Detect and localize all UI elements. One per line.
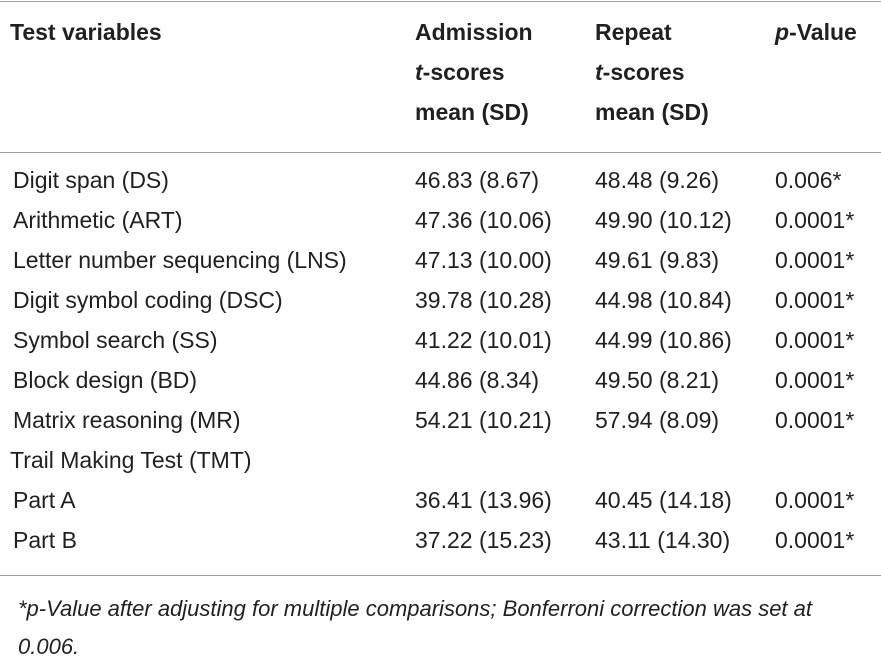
header-text: mean (SD) <box>415 99 529 125</box>
row-label: Matrix reasoning (MR) <box>13 407 241 433</box>
header-cell: Repeat <box>595 12 672 52</box>
cell-value: 44.99 (10.86) <box>595 327 732 353</box>
header-text: Test variables <box>10 19 162 45</box>
bottom-rule <box>0 575 881 576</box>
cell-value: 57.94 (8.09) <box>595 407 720 433</box>
cell-value: 37.22 (15.23) <box>415 527 552 553</box>
header-text: -scores <box>602 59 685 85</box>
cell-value: 0.0001* <box>775 367 855 393</box>
cell-value: 43.11 (14.30) <box>595 527 731 553</box>
row-label: Digit symbol coding (DSC) <box>13 287 283 313</box>
cell-value: 47.36 (10.06) <box>415 207 552 233</box>
cell-value: 49.61 (9.83) <box>595 247 720 273</box>
cell-value: 54.21 (10.21) <box>415 407 552 433</box>
header-text: Repeat <box>595 19 672 45</box>
cell-value: 0.0001* <box>775 527 855 553</box>
header-text: -Value <box>789 19 857 45</box>
cell-value: 39.78 (10.28) <box>415 287 552 313</box>
header-cell: t-scores <box>415 52 505 92</box>
cell-value: 0.006* <box>775 167 842 193</box>
cell-value: 48.48 (9.26) <box>595 167 720 193</box>
cell-value: 0.0001* <box>775 207 855 233</box>
cell-value: 0.0001* <box>775 407 855 433</box>
row-label: Part A <box>13 487 76 513</box>
row-label: Block design (BD) <box>13 367 198 393</box>
header-text: -scores <box>422 59 505 85</box>
cell-value: 49.90 (10.12) <box>595 207 732 233</box>
row-label: Arithmetic (ART) <box>13 207 183 233</box>
cell-value: 44.98 (10.84) <box>595 287 732 313</box>
cell-value: 47.13 (10.00) <box>415 247 552 273</box>
cell-value: 0.0001* <box>775 327 855 353</box>
header-cell: t-scores <box>595 52 685 92</box>
row-label: Digit span (DS) <box>13 167 169 193</box>
cell-value: 0.0001* <box>775 247 855 273</box>
cell-value: 36.41 (13.96) <box>415 487 552 513</box>
row-label: Part B <box>13 527 77 553</box>
cell-value: 46.83 (8.67) <box>415 167 540 193</box>
header-text: p <box>775 19 790 45</box>
header-text: mean (SD) <box>595 99 709 125</box>
header-text: t <box>595 59 603 85</box>
cell-value: 49.50 (8.21) <box>595 367 720 393</box>
header-text: Admission <box>415 19 533 45</box>
row-label: Letter number sequencing (LNS) <box>13 247 347 273</box>
cell-value: 0.0001* <box>775 287 855 313</box>
top-rule <box>0 1 881 2</box>
cell-value: 41.22 (10.01) <box>415 327 552 353</box>
header-cell: mean (SD) <box>415 92 529 132</box>
header-rule <box>0 152 881 153</box>
header-text: t <box>415 59 423 85</box>
footnote: *p-Value after adjusting for multiple co… <box>18 596 813 656</box>
header-cell: Admission <box>415 12 533 52</box>
header-cell: Test variables <box>10 12 162 52</box>
cell-value: 44.86 (8.34) <box>415 367 540 393</box>
cell-value: 0.0001* <box>775 487 855 513</box>
row-label: Trail Making Test (TMT) <box>10 447 252 473</box>
cell-value: 40.45 (14.18) <box>595 487 732 513</box>
row-label: Symbol search (SS) <box>13 327 218 353</box>
header-cell: p-Value <box>775 12 857 52</box>
header-cell: mean (SD) <box>595 92 709 132</box>
